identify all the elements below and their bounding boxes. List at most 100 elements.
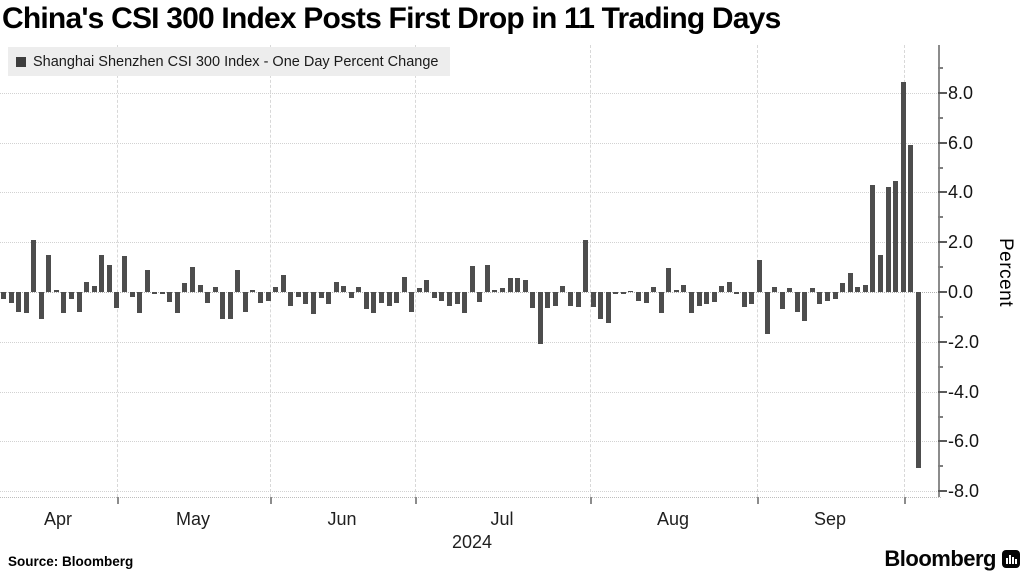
bar (477, 292, 483, 302)
y-axis-tick-label: 6.0 (948, 132, 974, 153)
bar (651, 287, 657, 292)
bar (757, 259, 762, 292)
bloomberg-logo-text: Bloomberg (884, 546, 996, 571)
bar (492, 289, 498, 292)
bar (802, 292, 808, 321)
x-axis-month-label: Apr (43, 509, 73, 529)
y-axis-tick-label: -8.0 (948, 481, 980, 502)
bar (409, 292, 415, 312)
bloomberg-logo: Bloomberg (884, 546, 1020, 572)
bar (386, 292, 392, 306)
bar (91, 285, 97, 292)
bar (583, 239, 589, 292)
y-axis-major-tick (938, 440, 947, 443)
month-gridline (270, 45, 271, 497)
bar (764, 292, 770, 335)
y-gridline (0, 292, 939, 293)
bar (469, 265, 475, 292)
y-axis-tick-label: 0.0 (948, 282, 974, 302)
bar (447, 292, 453, 306)
bar (454, 292, 460, 305)
bar (424, 279, 430, 292)
month-gridline (117, 45, 118, 497)
bar (152, 292, 158, 294)
bar (794, 292, 800, 312)
bar (885, 187, 891, 292)
bar (560, 285, 566, 292)
bar (568, 292, 573, 306)
bar (288, 292, 294, 306)
x-axis-month-label: Sep (813, 509, 847, 529)
bar (439, 292, 445, 301)
y-axis-title: Percent (995, 238, 1016, 307)
legend-label: Shanghai Shenzhen CSI 300 Index - One Da… (33, 53, 439, 70)
bar (280, 274, 286, 292)
bar (666, 268, 672, 292)
x-axis-tick (904, 497, 906, 504)
bar (522, 279, 528, 292)
bar (1, 292, 6, 300)
bar (681, 284, 687, 292)
bar (832, 292, 838, 300)
bar (121, 255, 127, 292)
legend-swatch-icon (16, 56, 26, 67)
bar (711, 292, 717, 302)
bar (273, 287, 279, 292)
bar (431, 292, 437, 299)
bar (167, 292, 173, 302)
y-axis-tick-label: 2.0 (948, 232, 974, 253)
bar (295, 292, 301, 297)
x-axis-tick (270, 497, 272, 504)
bar (862, 284, 868, 292)
bar (303, 292, 309, 305)
y-axis-minor-tick (938, 266, 943, 269)
y-axis-tick-label: 4.0 (948, 182, 974, 203)
y-axis-tick-label: -4.0 (948, 381, 980, 402)
bar (265, 292, 271, 301)
bar (394, 292, 400, 304)
bar (908, 145, 914, 292)
y-axis-minor-tick (938, 66, 943, 69)
x-axis-month-label: Jul (490, 509, 514, 529)
bar (636, 292, 642, 301)
bar (76, 292, 82, 312)
bar (114, 292, 120, 309)
bar (575, 292, 581, 307)
x-axis-line (0, 497, 941, 498)
bar (719, 285, 725, 292)
bar (855, 287, 861, 292)
bar (371, 292, 377, 314)
bar (258, 292, 264, 304)
bar (900, 81, 906, 292)
bar (870, 184, 876, 292)
bar (182, 283, 188, 292)
month-gridline (415, 45, 416, 497)
plot-area (0, 45, 941, 497)
bar (499, 288, 505, 292)
bar (363, 292, 369, 310)
y-axis-major-tick (938, 490, 947, 493)
y-axis-tick-label: -2.0 (948, 331, 980, 352)
bar (809, 288, 815, 292)
month-gridline (590, 45, 591, 497)
bar (205, 292, 211, 304)
y-axis-major-tick (938, 340, 947, 343)
bar (356, 287, 362, 292)
bar (915, 292, 921, 468)
bar (242, 292, 248, 312)
y-gridline (0, 491, 939, 493)
bar (537, 292, 543, 345)
bar (787, 288, 793, 292)
y-axis-tick-label: 8.0 (948, 82, 974, 103)
x-axis-tick (590, 497, 592, 504)
y-axis-major-tick (938, 141, 947, 144)
y-axis-major-tick (938, 241, 947, 244)
y-axis-minor-tick (938, 315, 943, 318)
legend: Shanghai Shenzhen CSI 300 Index - One Da… (8, 47, 451, 76)
source-note: Source: Bloomberg (8, 554, 134, 569)
bar (235, 269, 241, 292)
bar (31, 239, 37, 292)
y-gridline (0, 391, 939, 393)
bar (69, 292, 75, 300)
